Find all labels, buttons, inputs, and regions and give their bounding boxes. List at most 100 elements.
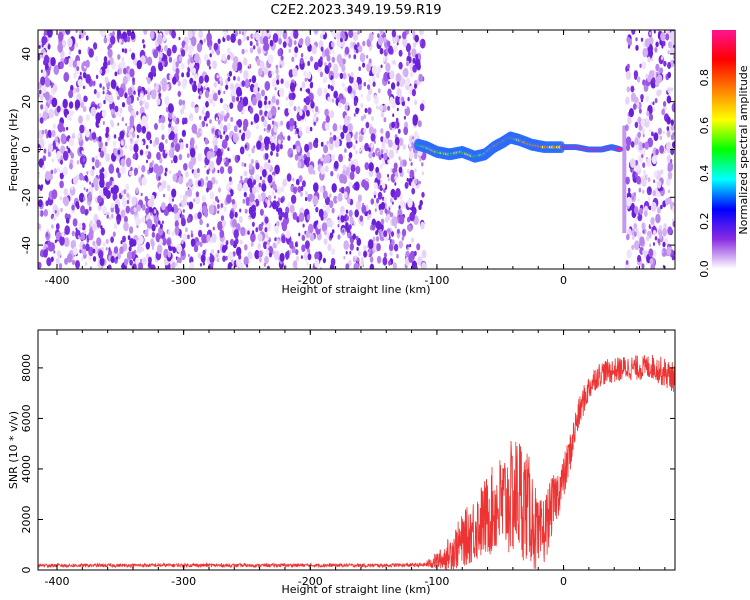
noise-speckle [314,105,319,113]
noise-speckle [292,67,298,77]
noise-speckle [100,30,107,38]
noise-speckle [371,75,376,83]
noise-speckle [117,172,121,179]
noise-speckle [123,215,128,223]
noise-speckle [304,55,307,60]
noise-speckle [642,47,648,58]
noise-speckle [637,254,642,263]
noise-speckle [91,157,95,163]
noise-speckle [275,206,279,212]
snr-x-tick-label: -200 [298,575,323,588]
noise-speckle [99,202,102,207]
noise-speckle [47,44,51,50]
noise-speckle [667,161,674,172]
noise-speckle [59,172,64,180]
noise-speckle [344,148,347,153]
noise-speckle [261,115,265,123]
noise-speckle [342,124,348,134]
noise-speckle [660,31,666,42]
noise-speckle [99,150,105,158]
noise-speckle [408,253,414,264]
noise-speckle [280,197,284,204]
noise-speckle [206,223,209,228]
noise-speckle [366,251,370,257]
noise-speckle [217,258,220,263]
noise-speckle [124,37,128,43]
noise-speckle [172,173,177,182]
noise-speckle [234,30,238,37]
noise-speckle [382,56,386,62]
noise-speckle [653,179,656,184]
noise-speckle [295,83,299,88]
noise-speckle [135,187,139,194]
noise-speckle [85,262,88,266]
noise-speckle [666,130,671,138]
noise-speckle [305,230,310,239]
noise-speckle [76,86,80,93]
noise-speckle [266,243,269,249]
noise-speckle [66,126,69,131]
noise-speckle [364,108,368,113]
noise-speckle [348,259,352,267]
noise-speckle [644,142,649,150]
noise-speckle [377,88,381,94]
noise-speckle [164,45,168,52]
noise-speckle [337,216,340,220]
noise-speckle [360,103,364,108]
noise-speckle [396,87,402,98]
noise-speckle [38,223,41,230]
noise-speckle [293,40,297,46]
noise-speckle [264,232,269,239]
noise-speckle [637,131,641,139]
noise-speckle [76,65,80,71]
noise-speckle [321,30,326,35]
noise-speckle [329,136,334,144]
noise-speckle [265,198,268,204]
noise-speckle [43,148,47,154]
noise-speckle [349,216,354,225]
noise-speckle [158,185,163,192]
noise-speckle [277,197,281,202]
noise-speckle [204,90,210,98]
noise-speckle [237,61,243,71]
noise-speckle [263,66,269,75]
noise-speckle [304,240,310,250]
noise-speckle [202,261,205,266]
noise-speckle [341,82,345,88]
noise-speckle [99,189,103,196]
noise-speckle [339,173,345,184]
noise-speckle [279,87,285,97]
noise-speckle [642,189,645,194]
noise-speckle [331,183,337,193]
noise-speckle [165,150,167,154]
noise-speckle [405,77,411,86]
noise-speckle [289,204,295,214]
noise-speckle [103,37,108,44]
noise-speckle [362,40,366,47]
noise-speckle [668,149,671,153]
noise-speckle [276,238,280,245]
noise-speckle [168,123,172,129]
noise-speckle [290,212,293,217]
noise-speckle [217,112,220,117]
noise-speckle [649,258,654,265]
noise-speckle [642,169,647,176]
noise-speckle [413,131,419,140]
noise-speckle [319,56,323,62]
noise-speckle [376,197,380,204]
noise-speckle [204,74,209,83]
noise-speckle [253,45,256,50]
noise-speckle [413,250,417,257]
noise-speckle [68,137,75,147]
noise-speckle [627,116,632,125]
noise-speckle [116,218,121,225]
noise-speckle [227,54,231,61]
noise-speckle [131,52,136,60]
noise-speckle [273,243,277,249]
noise-speckle [168,206,172,212]
noise-speckle [271,77,277,88]
noise-speckle [637,198,640,202]
noise-speckle [322,154,325,158]
noise-speckle [421,249,427,259]
noise-speckle [299,109,303,116]
